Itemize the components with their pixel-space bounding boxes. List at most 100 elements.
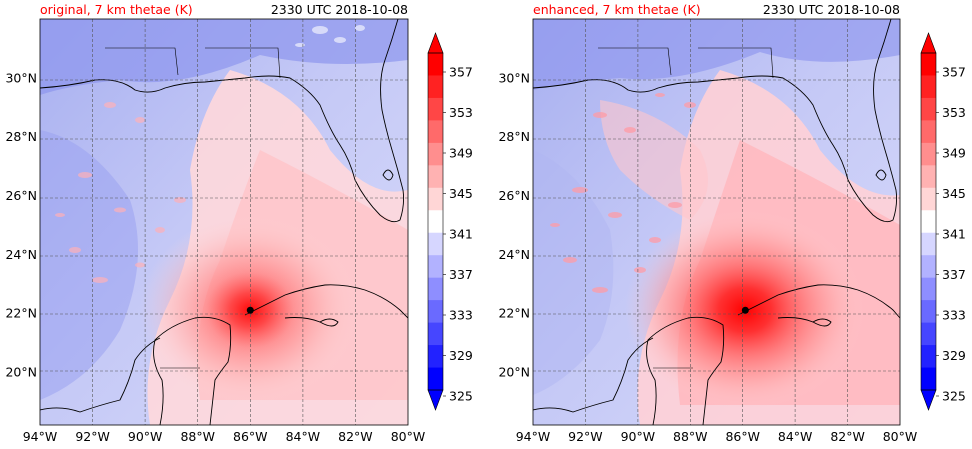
colorbar xyxy=(427,32,444,411)
colorbar-label: 329 xyxy=(942,348,966,363)
lon-tick-label: 82°W xyxy=(830,429,865,444)
latitude-tick-labels: 30°N 28°N 26°N 24°N 22°N 20°N xyxy=(5,70,37,379)
storm-center-marker xyxy=(246,306,254,314)
colorbar-swatch xyxy=(428,165,443,189)
colorbar-label: 345 xyxy=(449,186,473,201)
lat-tick-label: 24°N xyxy=(498,247,530,262)
colorbar-label: 357 xyxy=(449,65,473,80)
panel-title: original, 7 km thetae (K) xyxy=(40,2,193,17)
colorbar-swatch xyxy=(921,120,936,144)
colorbar-labels: 357 353 349 345 341 337 333 329 325 xyxy=(443,65,473,404)
lat-tick-label: 26°N xyxy=(498,188,530,203)
lat-tick-label: 28°N xyxy=(498,129,530,144)
lon-tick-label: 82°W xyxy=(338,429,373,444)
lon-tick-label: 84°W xyxy=(778,429,813,444)
colorbar-swatch xyxy=(428,75,443,99)
thetae-field xyxy=(40,19,408,425)
lat-tick-label: 30°N xyxy=(5,70,37,85)
colorbar-swatch xyxy=(921,232,936,256)
colorbar-swatch xyxy=(921,277,936,301)
colorbar-swatch xyxy=(428,277,443,301)
colorbar-swatch xyxy=(428,187,443,211)
colorbar-label: 357 xyxy=(942,65,966,80)
lat-tick-label: 20°N xyxy=(498,365,530,380)
colorbar-label: 333 xyxy=(449,308,473,323)
panel-title: enhanced, 7 km thetae (K) xyxy=(533,2,701,17)
lat-tick-label: 30°N xyxy=(498,70,530,85)
colorbar-swatch xyxy=(921,345,936,368)
colorbar-swatch xyxy=(921,75,936,99)
graticule xyxy=(533,19,900,425)
lon-tick-label: 92°W xyxy=(75,429,110,444)
colorbar-label: 337 xyxy=(942,267,966,282)
lon-tick-label: 92°W xyxy=(568,429,603,444)
lon-tick-label: 88°W xyxy=(180,429,215,444)
colorbar-label: 325 xyxy=(942,389,966,404)
colorbar-label: 337 xyxy=(449,267,473,282)
thetae-field xyxy=(533,19,900,425)
colorbar-label: 341 xyxy=(449,227,473,242)
colorbar-label: 353 xyxy=(942,105,966,120)
colorbar-swatch xyxy=(921,367,936,391)
colorbar-swatch xyxy=(428,367,443,391)
colorbar-swatch xyxy=(428,53,443,76)
colorbar-swatch xyxy=(428,345,443,368)
colorbar-label: 341 xyxy=(942,227,966,242)
colorbar-labels: 357 353 349 345 341 337 333 329 325 xyxy=(936,65,966,404)
colorbar-label: 325 xyxy=(449,389,473,404)
colorbar xyxy=(920,32,937,411)
lat-tick-label: 28°N xyxy=(5,129,37,144)
colorbar-max-extension xyxy=(920,32,937,54)
colorbar-label: 349 xyxy=(942,146,966,161)
colorbar-swatch xyxy=(921,255,936,279)
lat-tick-label: 20°N xyxy=(5,365,37,380)
lon-tick-label: 94°W xyxy=(516,429,551,444)
panel-timestamp: 2330 UTC 2018-10-08 xyxy=(271,2,408,17)
colorbar-swatch xyxy=(921,187,936,211)
colorbar-swatch xyxy=(428,210,443,234)
colorbar-label: 353 xyxy=(449,105,473,120)
lon-tick-label: 86°W xyxy=(233,429,268,444)
lat-tick-label: 24°N xyxy=(5,247,37,262)
colorbar-swatch xyxy=(428,232,443,256)
colorbar-outline xyxy=(920,52,937,391)
lon-tick-label: 86°W xyxy=(725,429,760,444)
colorbar-outline xyxy=(427,52,444,391)
graticule xyxy=(40,19,408,425)
colorbar-swatch xyxy=(428,300,443,323)
lon-tick-label: 80°W xyxy=(391,429,426,444)
panel-timestamp: 2330 UTC 2018-10-08 xyxy=(763,2,900,17)
colorbar-swatch xyxy=(428,322,443,346)
map-panel-original: original, 7 km thetae (K) 2330 UTC 2018-… xyxy=(5,2,472,444)
colorbar-swatch xyxy=(921,97,936,121)
colorbar-label: 345 xyxy=(942,186,966,201)
lat-tick-label: 22°N xyxy=(498,306,530,321)
lat-tick-label: 22°N xyxy=(5,306,37,321)
lon-tick-label: 90°W xyxy=(621,429,656,444)
colorbar-max-extension xyxy=(427,32,444,54)
longitude-tick-labels: 94°W 92°W 90°W 88°W 86°W 84°W 82°W 80°W xyxy=(516,429,918,444)
colorbar-swatch xyxy=(921,165,936,189)
colorbar-swatch xyxy=(921,142,936,166)
longitude-tick-labels: 94°W 92°W 90°W 88°W 86°W 84°W 82°W 80°W xyxy=(23,429,426,444)
lon-tick-label: 90°W xyxy=(128,429,163,444)
colorbar-swatch xyxy=(428,97,443,121)
colorbar-swatch xyxy=(428,120,443,144)
colorbar-swatch xyxy=(921,210,936,234)
colorbar-min-extension xyxy=(427,389,444,411)
colorbar-swatch xyxy=(921,300,936,323)
colorbar-swatch xyxy=(428,142,443,166)
lon-tick-label: 94°W xyxy=(23,429,58,444)
colorbar-label: 329 xyxy=(449,348,473,363)
colorbar-swatch xyxy=(428,255,443,279)
lon-tick-label: 84°W xyxy=(286,429,321,444)
colorbar-min-extension xyxy=(920,389,937,411)
colorbar-swatch xyxy=(921,53,936,76)
storm-center-marker xyxy=(741,306,749,314)
colorbar-label: 333 xyxy=(942,308,966,323)
latitude-tick-labels: 30°N 28°N 26°N 24°N 22°N 20°N xyxy=(498,70,530,379)
colorbar-swatch xyxy=(921,322,936,346)
lon-tick-label: 88°W xyxy=(673,429,708,444)
colorbar-label: 349 xyxy=(449,146,473,161)
